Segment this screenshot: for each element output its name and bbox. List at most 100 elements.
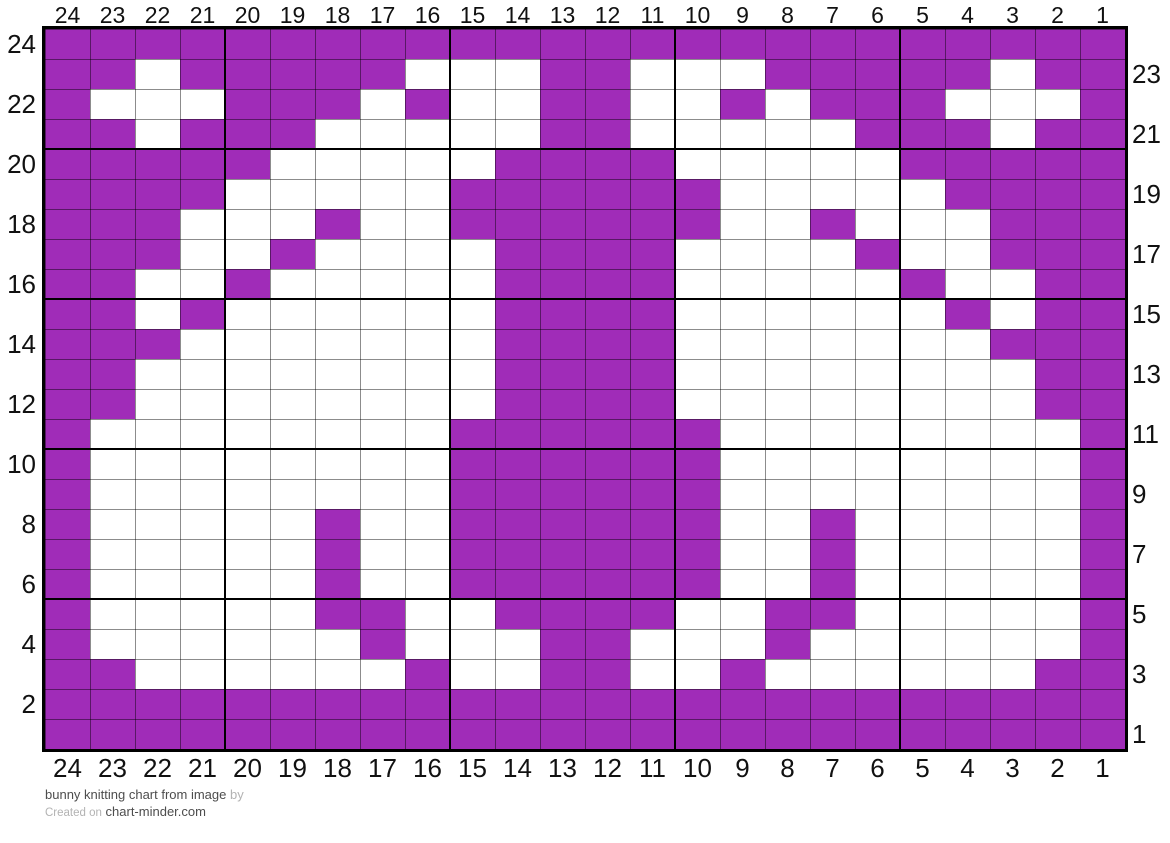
grid-cell[interactable]: [1080, 599, 1125, 629]
grid-cell[interactable]: [720, 89, 765, 119]
grid-cell[interactable]: [855, 509, 900, 539]
grid-cell[interactable]: [855, 209, 900, 239]
grid-cell[interactable]: [630, 599, 675, 629]
grid-cell[interactable]: [810, 29, 855, 59]
grid-cell[interactable]: [765, 449, 810, 479]
grid-cell[interactable]: [765, 659, 810, 689]
grid-cell[interactable]: [450, 59, 495, 89]
grid-cell[interactable]: [360, 539, 405, 569]
grid-cell[interactable]: [405, 689, 450, 719]
grid-cell[interactable]: [180, 59, 225, 89]
grid-cell[interactable]: [270, 599, 315, 629]
grid-cell[interactable]: [630, 239, 675, 269]
grid-cell[interactable]: [450, 509, 495, 539]
grid-cell[interactable]: [450, 629, 495, 659]
grid-cell[interactable]: [540, 59, 585, 89]
grid-cell[interactable]: [180, 359, 225, 389]
grid-cell[interactable]: [450, 449, 495, 479]
grid-cell[interactable]: [630, 389, 675, 419]
grid-cell[interactable]: [1035, 449, 1080, 479]
grid-cell[interactable]: [990, 89, 1035, 119]
grid-cell[interactable]: [1080, 149, 1125, 179]
grid-cell[interactable]: [450, 119, 495, 149]
grid-cell[interactable]: [360, 299, 405, 329]
grid-cell[interactable]: [45, 629, 90, 659]
grid-cell[interactable]: [675, 149, 720, 179]
grid-cell[interactable]: [720, 689, 765, 719]
grid-cell[interactable]: [765, 719, 810, 749]
grid-cell[interactable]: [180, 89, 225, 119]
grid-cell[interactable]: [675, 299, 720, 329]
grid-cell[interactable]: [585, 329, 630, 359]
grid-cell[interactable]: [990, 29, 1035, 59]
grid-cell[interactable]: [315, 329, 360, 359]
grid-cell[interactable]: [945, 59, 990, 89]
grid-cell[interactable]: [765, 359, 810, 389]
grid-cell[interactable]: [495, 209, 540, 239]
grid-cell[interactable]: [585, 629, 630, 659]
grid-cell[interactable]: [765, 29, 810, 59]
grid-cell[interactable]: [450, 569, 495, 599]
grid-cell[interactable]: [945, 689, 990, 719]
grid-cell[interactable]: [810, 539, 855, 569]
grid-cell[interactable]: [90, 149, 135, 179]
grid-cell[interactable]: [90, 629, 135, 659]
grid-cell[interactable]: [990, 719, 1035, 749]
grid-cell[interactable]: [630, 569, 675, 599]
grid-cell[interactable]: [270, 389, 315, 419]
grid-cell[interactable]: [225, 479, 270, 509]
grid-cell[interactable]: [675, 119, 720, 149]
grid-cell[interactable]: [765, 419, 810, 449]
grid-cell[interactable]: [495, 509, 540, 539]
grid-cell[interactable]: [225, 209, 270, 239]
grid-cell[interactable]: [90, 119, 135, 149]
grid-cell[interactable]: [1035, 479, 1080, 509]
grid-cell[interactable]: [900, 29, 945, 59]
grid-cell[interactable]: [720, 239, 765, 269]
grid-cell[interactable]: [1035, 539, 1080, 569]
grid-cell[interactable]: [990, 149, 1035, 179]
grid-cell[interactable]: [630, 479, 675, 509]
grid-cell[interactable]: [225, 509, 270, 539]
grid-cell[interactable]: [225, 569, 270, 599]
grid-cell[interactable]: [360, 659, 405, 689]
grid-cell[interactable]: [45, 479, 90, 509]
grid-cell[interactable]: [990, 59, 1035, 89]
grid-cell[interactable]: [900, 89, 945, 119]
grid-cell[interactable]: [945, 629, 990, 659]
grid-cell[interactable]: [495, 239, 540, 269]
grid-cell[interactable]: [225, 599, 270, 629]
grid-cell[interactable]: [1080, 209, 1125, 239]
grid-cell[interactable]: [720, 599, 765, 629]
grid-cell[interactable]: [585, 659, 630, 689]
grid-cell[interactable]: [315, 179, 360, 209]
grid-cell[interactable]: [180, 599, 225, 629]
grid-cell[interactable]: [585, 689, 630, 719]
grid-cell[interactable]: [90, 599, 135, 629]
grid-cell[interactable]: [270, 539, 315, 569]
grid-cell[interactable]: [90, 29, 135, 59]
grid-cell[interactable]: [1035, 269, 1080, 299]
grid-cell[interactable]: [45, 719, 90, 749]
grid-cell[interactable]: [45, 689, 90, 719]
grid-cell[interactable]: [1080, 299, 1125, 329]
grid-cell[interactable]: [90, 239, 135, 269]
grid-cell[interactable]: [360, 419, 405, 449]
grid-cell[interactable]: [630, 719, 675, 749]
grid-cell[interactable]: [900, 539, 945, 569]
grid-cell[interactable]: [45, 209, 90, 239]
grid-cell[interactable]: [180, 269, 225, 299]
grid-cell[interactable]: [405, 419, 450, 449]
grid-cell[interactable]: [855, 59, 900, 89]
grid-cell[interactable]: [45, 389, 90, 419]
grid-cell[interactable]: [585, 179, 630, 209]
grid-cell[interactable]: [720, 389, 765, 419]
grid-cell[interactable]: [1035, 59, 1080, 89]
grid-cell[interactable]: [270, 359, 315, 389]
grid-cell[interactable]: [630, 659, 675, 689]
grid-cell[interactable]: [765, 269, 810, 299]
grid-cell[interactable]: [135, 419, 180, 449]
grid-cell[interactable]: [810, 659, 855, 689]
grid-cell[interactable]: [765, 629, 810, 659]
grid-cell[interactable]: [1080, 239, 1125, 269]
